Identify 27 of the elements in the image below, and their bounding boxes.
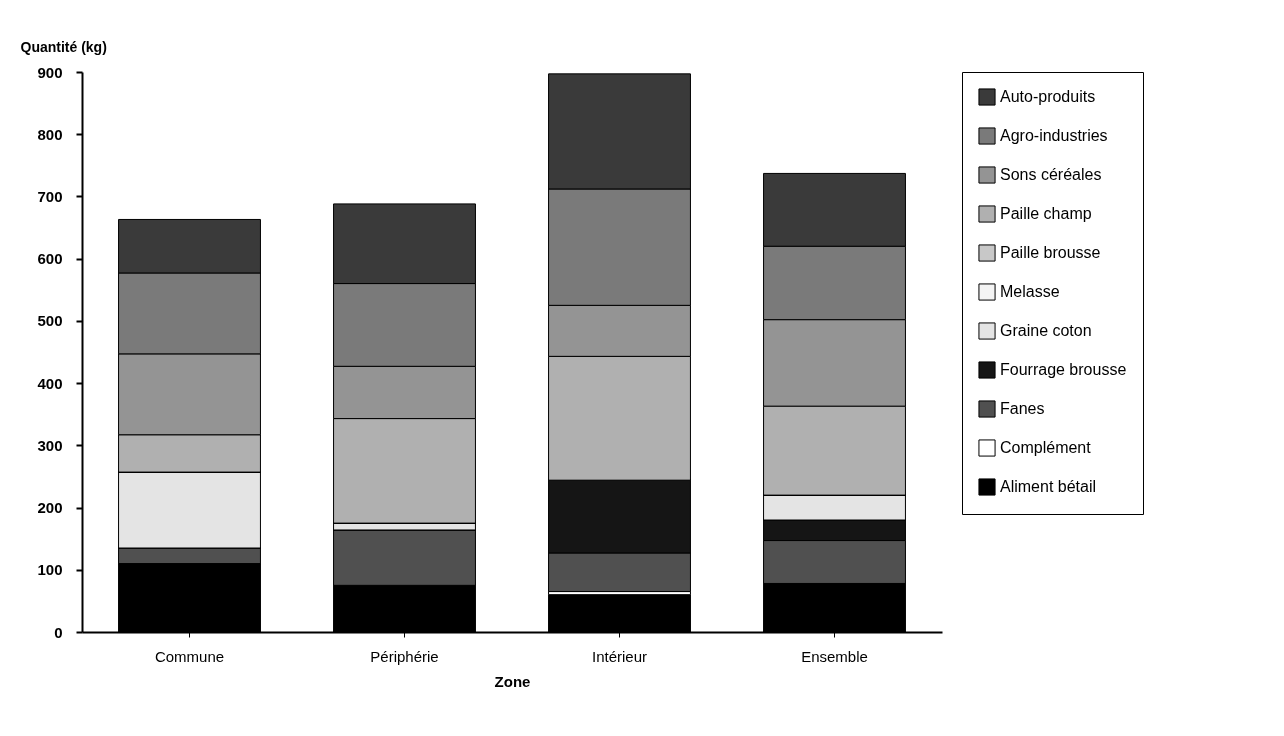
- x-tick-label: Ensemble: [801, 647, 868, 665]
- legend-label: Melasse: [1000, 283, 1060, 300]
- y-tick-label: 600: [37, 250, 63, 268]
- legend-label: Fanes: [1000, 400, 1045, 417]
- y-tick-label: 0: [54, 623, 63, 641]
- y-tick-label: 100: [37, 561, 63, 579]
- legend-label: Complément: [1000, 439, 1092, 456]
- x-axis-title: Zone: [494, 672, 531, 690]
- x-tick-label: Intérieur: [591, 647, 648, 665]
- legend-label: Agro-industries: [1000, 127, 1108, 144]
- legend-label: Paille champ: [1000, 205, 1092, 222]
- y-axis-title: Quantité (kg): [20, 38, 107, 55]
- legend-label: Paille brousse: [1000, 244, 1101, 261]
- y-tick-label: 400: [37, 374, 63, 392]
- x-tick-label: Commune: [154, 647, 225, 665]
- y-tick-label: 700: [37, 187, 63, 205]
- legend-label: Graine coton: [1000, 322, 1092, 339]
- y-tick-label: 200: [37, 499, 63, 517]
- x-tick-label: Périphérie: [370, 647, 439, 665]
- legend-label: Auto-produits: [1000, 88, 1096, 105]
- legend-label: Aliment bétail: [1000, 478, 1097, 495]
- y-tick-label: 500: [37, 312, 63, 330]
- y-tick-label: 300: [37, 436, 63, 454]
- legend-label: Fourrage brousse: [1000, 361, 1127, 378]
- y-tick-label: 800: [37, 125, 63, 143]
- y-tick-label: 900: [37, 63, 63, 81]
- legend-label: Sons céréales: [1000, 166, 1102, 183]
